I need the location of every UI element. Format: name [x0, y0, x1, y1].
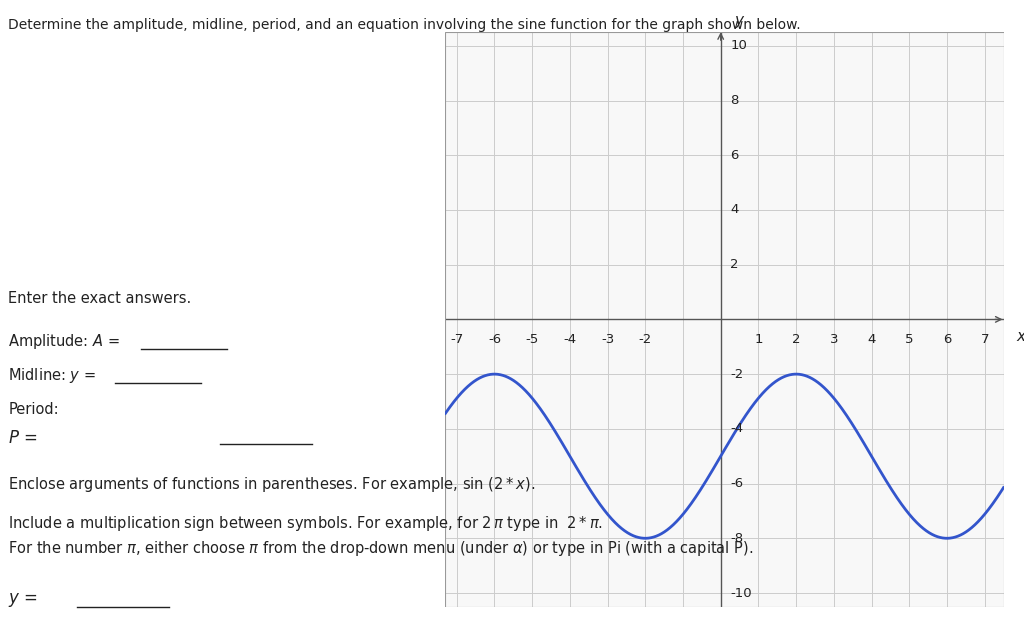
Text: $P$ =: $P$ = — [8, 429, 38, 447]
Text: $y$ =: $y$ = — [8, 591, 38, 609]
Text: -5: -5 — [525, 333, 539, 346]
Text: -2: -2 — [639, 333, 652, 346]
Text: 7: 7 — [980, 333, 989, 346]
Text: 4: 4 — [867, 333, 876, 346]
Text: -4: -4 — [563, 333, 577, 346]
Text: Determine the amplitude, midline, period, and an equation involving the sine fun: Determine the amplitude, midline, period… — [8, 18, 801, 32]
Text: x: x — [1017, 329, 1024, 344]
Text: 6: 6 — [730, 149, 738, 162]
Text: 3: 3 — [829, 333, 838, 346]
Text: -8: -8 — [730, 532, 743, 545]
Text: For the number $\pi$, either choose $\pi$ from the drop-down menu (under $\alpha: For the number $\pi$, either choose $\pi… — [8, 539, 754, 559]
Text: -7: -7 — [451, 333, 464, 346]
Text: -4: -4 — [730, 422, 743, 435]
Text: -6: -6 — [487, 333, 501, 346]
Text: 2: 2 — [730, 258, 738, 271]
Text: Enter the exact answers.: Enter the exact answers. — [8, 291, 191, 306]
Text: -3: -3 — [601, 333, 614, 346]
Text: 4: 4 — [730, 204, 738, 216]
Text: Midline: $y$ =: Midline: $y$ = — [8, 366, 96, 385]
Text: 8: 8 — [730, 94, 738, 107]
Text: Period:: Period: — [8, 402, 58, 417]
Text: Include a multiplication sign between symbols. For example, for $2\,\pi$ type in: Include a multiplication sign between sy… — [8, 514, 603, 533]
Text: y: y — [734, 13, 742, 28]
Text: Amplitude: $A$ =: Amplitude: $A$ = — [8, 332, 120, 351]
Text: Enclose arguments of functions in parentheses. For example, $\sin\,(2 * x)$.: Enclose arguments of functions in parent… — [8, 475, 536, 494]
Text: 10: 10 — [730, 39, 748, 52]
Text: 6: 6 — [943, 333, 951, 346]
Text: 1: 1 — [754, 333, 763, 346]
Text: -10: -10 — [730, 587, 752, 600]
Text: -2: -2 — [730, 368, 743, 381]
Text: 2: 2 — [792, 333, 801, 346]
Text: 5: 5 — [905, 333, 913, 346]
Text: -6: -6 — [730, 477, 743, 490]
